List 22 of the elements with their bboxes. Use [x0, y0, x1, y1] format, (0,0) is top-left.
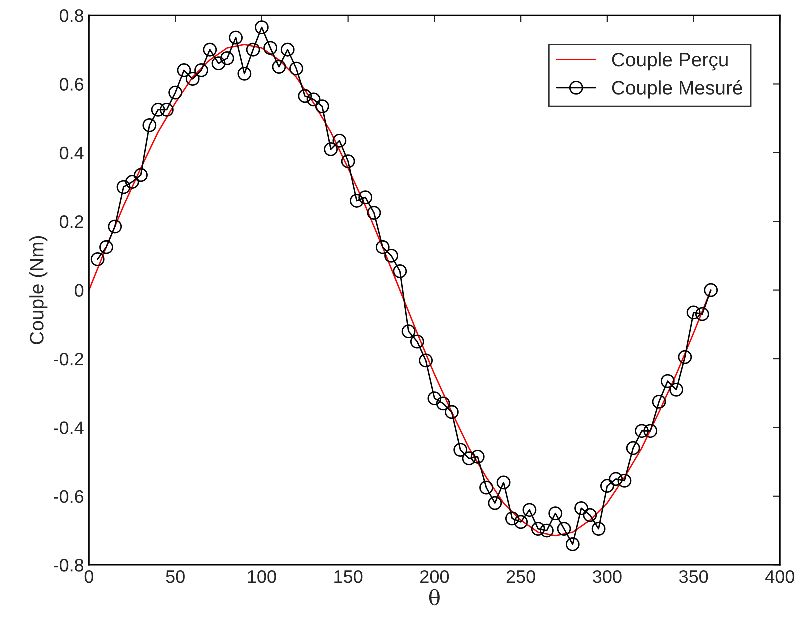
x-tick-label: 0 — [84, 570, 94, 584]
x-tick-label: 400 — [766, 570, 795, 584]
y-tick-label: -0.6 — [54, 490, 84, 504]
x-tick-label: 300 — [593, 570, 622, 584]
y-tick-label: 0.4 — [60, 146, 84, 160]
x-tick-label: 150 — [334, 570, 363, 584]
y-tick-label: -0.2 — [54, 352, 84, 366]
x-tick-label: 250 — [506, 570, 536, 584]
y-tick-label: 0.2 — [60, 216, 84, 228]
y-tick-label: 0 — [75, 284, 84, 298]
x-tick-label: 50 — [166, 570, 185, 584]
y-tick-label: 0.6 — [60, 78, 84, 91]
x-tick-label: 200 — [420, 570, 450, 584]
x-tick-label: 100 — [248, 570, 276, 584]
y-tick-label: 0.8 — [60, 9, 84, 22]
y-tick-label: -0.8 — [54, 559, 84, 572]
y-tick-label: -0.4 — [54, 422, 84, 434]
y-axis-title: Couple (Nm) — [30, 236, 48, 344]
x-tick-label: 350 — [679, 570, 708, 584]
legend-label: Couple Mesuré — [612, 80, 742, 99]
x-axis-title: θ — [429, 589, 440, 606]
legend-label: Couple Perçu — [612, 52, 728, 71]
